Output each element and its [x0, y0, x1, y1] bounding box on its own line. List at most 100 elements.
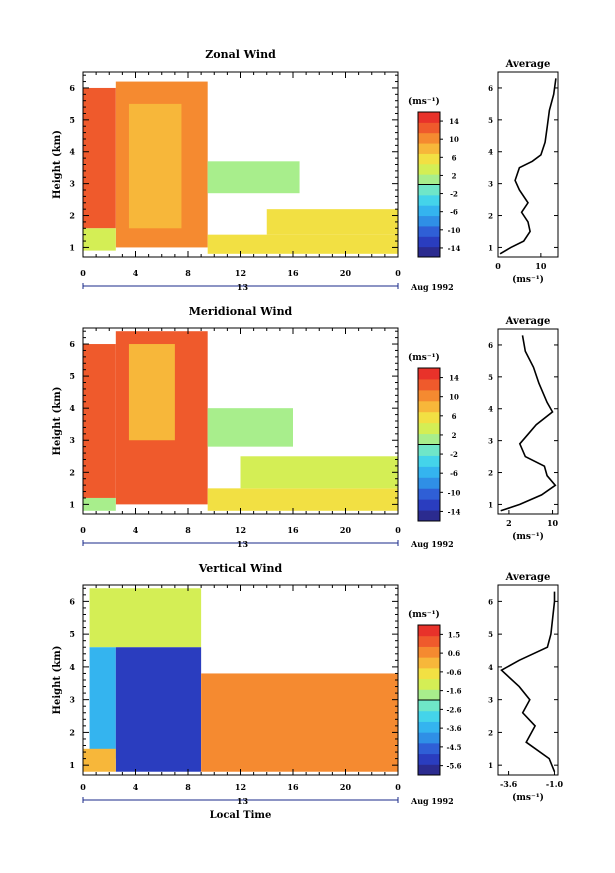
- colorbar-segment: [418, 510, 440, 522]
- x-tick-label: 4: [133, 525, 139, 535]
- profile-y-tick-label: 3: [488, 437, 493, 446]
- colorbar-segment: [418, 215, 440, 227]
- profile-y-tick-label: 5: [488, 630, 493, 639]
- colorbar-segment: [418, 132, 440, 144]
- heatmap-cell: [207, 488, 398, 511]
- x-tick-label: 0: [80, 782, 86, 792]
- colorbar-tick-label: -14: [448, 507, 461, 516]
- colorbar-tick-label: 14: [449, 117, 459, 126]
- colorbar-segment: [418, 466, 440, 478]
- y-tick-label: 4: [69, 403, 75, 413]
- colorbar-segment: [418, 753, 440, 765]
- heatmap-cell: [83, 497, 116, 511]
- colorbar-segment: [418, 174, 440, 185]
- profile-y-tick-label: 2: [488, 212, 493, 221]
- colorbar-tick-label: -10: [448, 488, 461, 497]
- y-tick-label: 2: [69, 727, 75, 737]
- profile-x-label: (ms⁻¹): [512, 531, 544, 542]
- colorbar-segment: [418, 184, 440, 196]
- colorbar-tick-label: 1.5: [448, 630, 460, 639]
- profile-line: [500, 335, 557, 512]
- heatmap-cell: [83, 87, 116, 229]
- x-tick-label: 16: [287, 782, 299, 792]
- colorbar-tick-label: 6: [452, 412, 457, 421]
- colorbar-segment: [418, 143, 440, 154]
- colorbar-segment: [418, 700, 440, 712]
- colorbar-tick-label: 0.6: [448, 649, 460, 658]
- colorbar-segment: [418, 646, 440, 658]
- heatmap-cell: [240, 456, 398, 489]
- profile-x-tick-label: -3.6: [500, 779, 518, 789]
- date-label: 13: [237, 282, 249, 292]
- x-tick-label: 16: [287, 525, 299, 535]
- x-tick-label: 0: [395, 782, 401, 792]
- colorbar-tick-label: -4.5: [446, 743, 461, 752]
- y-tick-label: 1: [69, 242, 75, 252]
- colorbar-segment: [418, 422, 440, 435]
- x-tick-label: 0: [395, 268, 401, 278]
- x-tick-label: 0: [80, 268, 86, 278]
- x-tick-label: 12: [235, 782, 246, 792]
- heatmap-cell: [207, 161, 300, 194]
- y-tick-label: 5: [69, 629, 75, 639]
- x-tick-label: 4: [133, 268, 139, 278]
- colorbar-tick-label: -5.6: [446, 762, 461, 771]
- heatmap-cell: [89, 647, 116, 759]
- colorbar-segment: [418, 153, 440, 165]
- y-tick-label: 5: [69, 371, 75, 381]
- colorbar-segment: [418, 368, 440, 380]
- y-tick-label: 3: [69, 435, 75, 445]
- colorbar-segment: [418, 721, 440, 733]
- y-tick-label: 3: [69, 179, 75, 189]
- colorbar-tick-label: 10: [449, 393, 459, 402]
- colorbar-tick-label: -6: [450, 208, 458, 217]
- x-tick-label: 8: [185, 525, 191, 535]
- colorbar-segment: [418, 389, 440, 402]
- y-tick-label: 1: [69, 760, 75, 770]
- profile-y-tick-label: 1: [488, 243, 493, 252]
- colorbar-segment: [418, 657, 440, 669]
- profile-y-tick-label: 5: [488, 116, 493, 125]
- y-tick-label: 3: [69, 695, 75, 705]
- y-tick-label: 6: [69, 83, 75, 93]
- colorbar-segment: [418, 499, 440, 511]
- profile-x-tick-label: 2: [506, 518, 512, 528]
- colorbar-tick-label: 6: [452, 153, 457, 162]
- month-label: Aug 1992: [410, 282, 454, 292]
- heatmap-cell: [128, 103, 182, 229]
- profile-y-tick-label: 1: [488, 761, 493, 770]
- profile-line: [499, 78, 557, 255]
- colorbar-tick-label: -2.6: [446, 705, 461, 714]
- heatmap-cell: [83, 344, 116, 498]
- heatmap-cell: [83, 228, 116, 251]
- x-tick-label: 12: [235, 268, 246, 278]
- profile-frame: [497, 328, 559, 515]
- colorbar-segment: [418, 625, 440, 637]
- colorbar-segment: [418, 444, 440, 456]
- profile-y-tick-label: 6: [488, 84, 493, 93]
- x-tick-label: 12: [235, 525, 246, 535]
- profile-y-tick-label: 3: [488, 180, 493, 189]
- colorbar-segment: [418, 225, 440, 237]
- x-tick-label: 20: [340, 268, 352, 278]
- date-label: 13: [237, 796, 249, 806]
- colorbar-tick-label: -3.6: [446, 724, 461, 733]
- profile-frame: [497, 584, 559, 776]
- colorbar-tick-label: -2: [450, 190, 458, 199]
- y-tick-label: 1: [69, 499, 75, 509]
- colorbar-segment: [418, 411, 440, 424]
- x-tick-label: 8: [185, 268, 191, 278]
- colorbar-segment: [418, 122, 440, 134]
- heatmap-cell: [201, 673, 398, 772]
- profile-x-label: (ms⁻¹): [512, 792, 544, 803]
- x-tick-label: 4: [133, 782, 139, 792]
- colorbar-unit: (ms⁻¹): [408, 609, 440, 620]
- chart-title: Zonal Wind: [205, 48, 276, 61]
- colorbar-segment: [418, 194, 440, 206]
- profile-x-tick-label: -1.0: [546, 779, 564, 789]
- profile-y-tick-label: 4: [488, 148, 493, 157]
- profile-y-tick-label: 1: [488, 500, 493, 509]
- colorbar-segment: [418, 112, 440, 123]
